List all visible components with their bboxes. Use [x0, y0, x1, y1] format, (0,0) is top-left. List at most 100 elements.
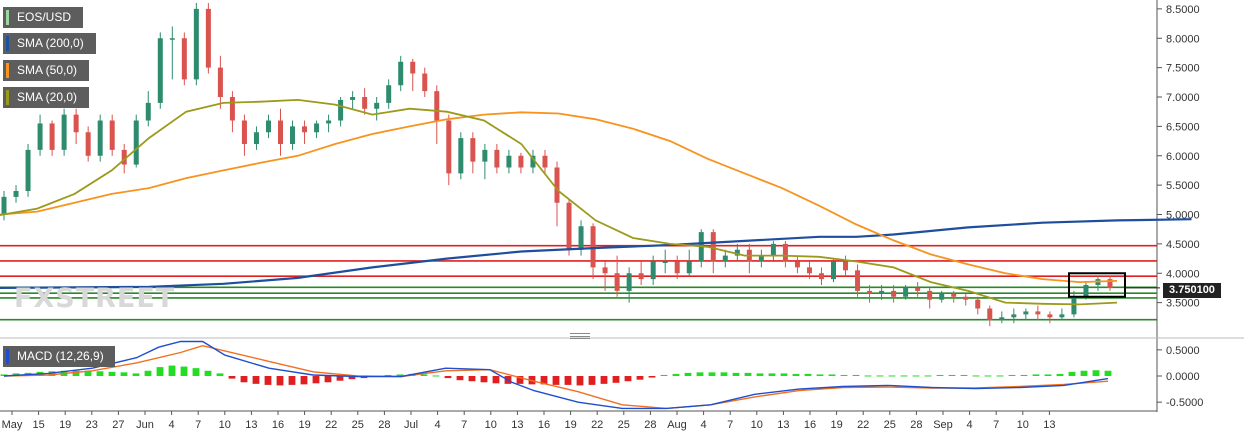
macd-histogram-bar	[552, 376, 560, 385]
macd-histogram-bar	[708, 372, 716, 376]
x-tick-label: 19	[830, 419, 842, 431]
x-tick-label: Jun	[136, 419, 154, 431]
legend-sma20[interactable]: SMA (20,0)	[3, 87, 89, 108]
candle-body	[975, 299, 981, 309]
y-tick-label: 8.5000	[1166, 4, 1200, 16]
macd-y-tick-label: 0.5000	[1166, 345, 1200, 357]
x-tick-label: 23	[86, 419, 98, 431]
candle-body	[290, 126, 296, 144]
macd-histogram-bar	[492, 376, 500, 384]
y-tick-label: 8.0000	[1166, 33, 1200, 45]
legend-label: SMA (20,0)	[17, 90, 78, 104]
macd-histogram-bar	[612, 376, 620, 383]
sma50-line	[0, 111, 1118, 284]
macd-histogram-bar	[444, 376, 452, 379]
candle-body	[133, 120, 139, 165]
y-tick-label: 4.0000	[1166, 268, 1200, 280]
macd-histogram-bar	[684, 372, 692, 376]
candle-body	[506, 155, 512, 168]
candle-body	[951, 293, 957, 297]
macd-histogram-bar	[72, 370, 80, 376]
x-tick-label: 7	[727, 419, 733, 431]
macd-histogram-bar	[216, 373, 224, 376]
candle-body	[831, 261, 836, 280]
x-tick-label: 10	[485, 419, 497, 431]
macd-histogram-bar	[756, 373, 764, 376]
macd-histogram-bar	[324, 376, 332, 383]
macd-histogram-bar	[240, 376, 248, 383]
candle-body	[1011, 314, 1017, 318]
x-tick-label: 22	[325, 419, 337, 431]
macd-histogram-bar	[900, 375, 908, 377]
candle-body	[458, 138, 464, 174]
candle-body	[61, 114, 67, 150]
candle-body	[326, 120, 332, 124]
macd-histogram-bar	[396, 374, 404, 376]
legend-label: SMA (50,0)	[17, 63, 78, 77]
x-tick-label: 28	[644, 419, 656, 431]
y-tick-label: 6.5000	[1166, 121, 1200, 133]
x-tick-label: 25	[884, 419, 896, 431]
macd-histogram-bar	[732, 372, 740, 376]
macd-histogram-bar	[948, 374, 956, 376]
candle-body	[915, 287, 921, 291]
legend-sma200[interactable]: SMA (200,0)	[3, 33, 96, 54]
x-tick-label: 13	[1043, 419, 1055, 431]
x-tick-label: 7	[461, 419, 467, 431]
macd-histogram-bar	[420, 374, 428, 376]
candle-body	[566, 202, 572, 250]
macd-histogram-bar	[564, 376, 572, 385]
sma200-line	[0, 218, 1192, 289]
candle-body	[157, 38, 163, 103]
x-tick-label: May	[2, 419, 23, 431]
candle-body	[205, 8, 211, 68]
macd-histogram-bar	[312, 376, 320, 384]
legend-macd[interactable]: MACD (12,26,9)	[3, 346, 115, 367]
candle-body	[638, 273, 644, 280]
x-tick-label: 28	[378, 419, 390, 431]
macd-histogram-bar	[120, 372, 128, 376]
x-tick-label: 22	[857, 419, 869, 431]
candle-body	[350, 97, 356, 100]
legend-eos-usd[interactable]: EOS/USD	[3, 7, 83, 28]
candle-body	[85, 132, 91, 156]
candle-body	[758, 255, 764, 262]
macd-histogram-bar	[348, 376, 356, 380]
candle-body	[650, 261, 656, 280]
macd-histogram-bar	[792, 373, 800, 376]
candle-body	[602, 267, 608, 274]
pane-resize-handle[interactable]	[570, 333, 590, 339]
candle-body	[867, 290, 873, 294]
macd-histogram-bar	[924, 375, 932, 377]
x-tick-label: 4	[435, 419, 441, 431]
candle-body	[482, 149, 488, 162]
y-tick-label: 7.5000	[1166, 63, 1200, 75]
candle-body	[722, 255, 728, 262]
x-tick-label: 16	[804, 419, 816, 431]
x-tick-label: Aug	[667, 419, 687, 431]
candle-body	[181, 38, 187, 80]
macd-histogram-bar	[156, 367, 164, 376]
legend-sma50[interactable]: SMA (50,0)	[3, 60, 89, 81]
y-tick-label: 7.0000	[1166, 92, 1200, 104]
macd-histogram-bar	[468, 376, 476, 382]
candle-body	[25, 149, 31, 191]
x-tick-label: Jul	[404, 419, 418, 431]
candle-body	[590, 226, 596, 268]
macd-histogram-bar	[1068, 371, 1076, 376]
candle-body	[446, 120, 452, 174]
x-tick-label: 25	[618, 419, 630, 431]
highlight-box	[1068, 272, 1126, 298]
x-tick-label: 4	[701, 419, 707, 431]
macd-signal-line	[3, 344, 1109, 410]
candle-body	[253, 132, 259, 144]
macd-histogram-bar	[672, 373, 680, 376]
macd-histogram-bar	[936, 374, 944, 376]
legend-label: SMA (200,0)	[17, 36, 84, 50]
x-tick-label: 28	[910, 419, 922, 431]
macd-histogram-bar	[972, 375, 980, 377]
candle-body	[229, 97, 235, 121]
x-tick-label: 15	[32, 419, 44, 431]
macd-y-tick-label: -0.5000	[1166, 397, 1203, 409]
macd-line	[3, 340, 1109, 410]
